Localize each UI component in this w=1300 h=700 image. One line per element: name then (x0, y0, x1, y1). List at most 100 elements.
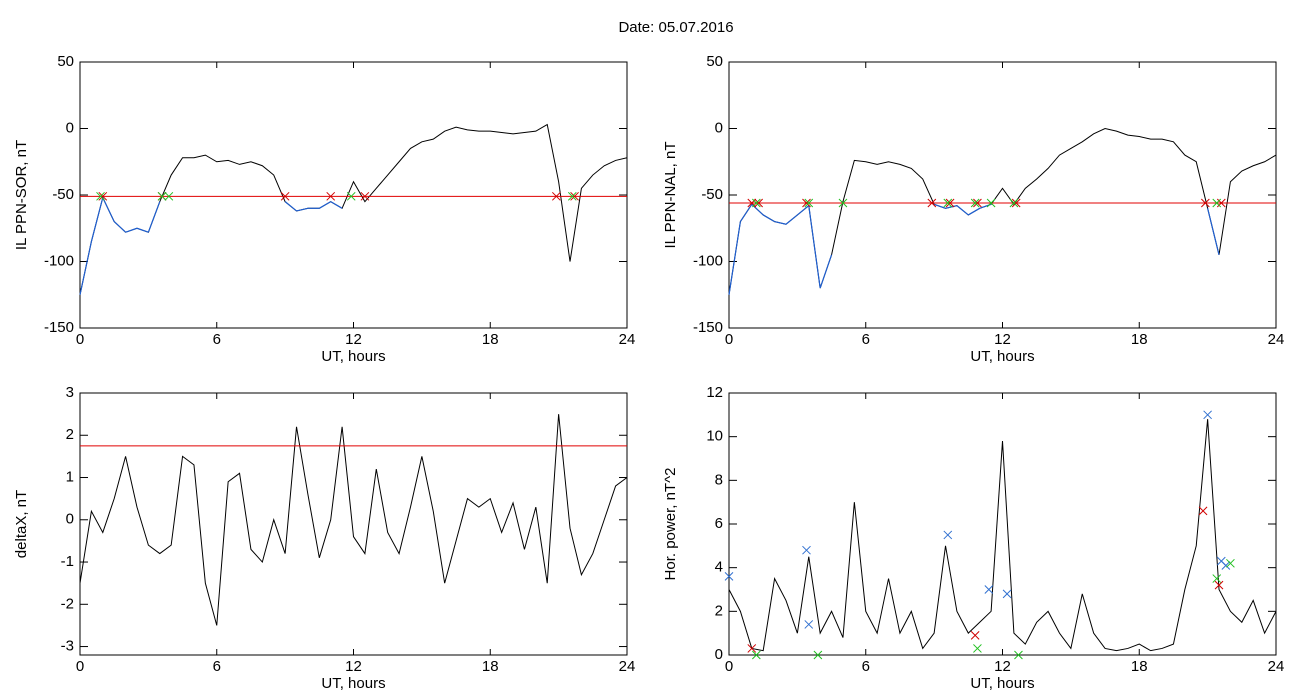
marker-cross (838, 198, 848, 208)
y-tick-label: 8 (715, 471, 723, 488)
below-threshold-segment (1207, 208, 1220, 255)
marker-cross (970, 630, 980, 640)
marker-cross (813, 650, 823, 660)
x-tick-label: 12 (994, 331, 1011, 348)
marker-cross (1226, 558, 1235, 568)
x-tick-label: 6 (862, 331, 870, 348)
below-threshold-segment (808, 205, 821, 289)
marker-cross (1212, 574, 1222, 583)
below-threshold-segment (319, 201, 332, 209)
x-tick-label: 18 (1131, 658, 1148, 675)
x-axis-label: UT, hours (970, 675, 1034, 692)
y-tick-label: -150 (44, 319, 74, 336)
marker-cross (1216, 198, 1226, 208)
y-tick-label: -50 (52, 186, 74, 203)
marker-cross (1212, 198, 1222, 208)
y-tick-label: 4 (715, 559, 723, 576)
marker-cross (157, 191, 167, 201)
x-tick-label: 12 (345, 331, 362, 348)
y-tick-label: 0 (66, 511, 74, 528)
x-tick-label: 24 (1268, 658, 1285, 675)
below-threshold-segment (774, 221, 787, 225)
marker-cross (724, 572, 734, 581)
marker-cross (945, 198, 955, 208)
marker-cross (280, 191, 290, 201)
y-tick-label: 0 (715, 119, 723, 136)
marker-cross (1009, 198, 1019, 208)
marker-cross (802, 198, 811, 208)
below-threshold-segment (739, 203, 753, 222)
x-tick-label: 24 (619, 331, 636, 348)
y-tick-label: 50 (57, 53, 74, 70)
below-threshold-segment (933, 203, 946, 209)
plot-frame (728, 392, 1277, 656)
below-threshold-segment (113, 221, 126, 233)
marker-cross (1011, 198, 1021, 208)
y-tick-label: 2 (715, 602, 723, 619)
y-tick-label: 3 (66, 384, 74, 401)
figure-title: Date: 05.07.2016 (618, 19, 733, 36)
marker-cross (96, 191, 105, 201)
marker-cross (754, 198, 763, 208)
marker-cross (973, 644, 982, 653)
marker-cross (1214, 580, 1224, 590)
plot-frame (728, 61, 1277, 329)
x-tick-label: 24 (619, 658, 636, 675)
data-line (79, 123, 628, 295)
below-threshold-segment (147, 201, 161, 233)
below-threshold-segment (296, 207, 309, 212)
below-threshold-segment (796, 205, 810, 216)
panel: 0 6 12 18 24 -150 -100 -50 0 50 UT, hours IL PPN-SO… (13, 53, 635, 365)
marker-cross (804, 620, 814, 629)
marker-cross (986, 198, 996, 208)
x-tick-label: 6 (862, 658, 870, 675)
x-tick-label: 6 (213, 331, 221, 348)
marker-cross (1198, 506, 1208, 516)
y-tick-label: -1 (61, 553, 74, 570)
below-threshold-segment (90, 197, 104, 242)
marker-cross (802, 545, 811, 555)
plot-frame (79, 61, 628, 329)
y-axis-label: deltaX, nT (13, 490, 30, 558)
marker-cross (1002, 589, 1012, 599)
below-threshold-segment (330, 201, 343, 209)
y-axis-label: IL PPN-NAL, nT (662, 142, 679, 249)
x-tick-label: 18 (482, 658, 499, 675)
x-tick-label: 0 (725, 331, 733, 348)
below-threshold-segment (125, 227, 138, 233)
x-axis-label: UT, hours (321, 348, 385, 365)
marker-cross (973, 198, 982, 208)
marker-cross (570, 191, 579, 201)
marker-cross (164, 191, 174, 201)
y-tick-label: 2 (66, 426, 74, 443)
y-tick-label: -50 (701, 186, 723, 203)
y-tick-label: 0 (66, 119, 74, 136)
below-threshold-segment (819, 254, 833, 289)
marker-cross (1221, 561, 1231, 570)
data-line (79, 414, 628, 626)
x-tick-label: 6 (213, 658, 221, 675)
x-axis-label: UT, hours (321, 675, 385, 692)
marker-cross (360, 191, 370, 201)
marker-cross (747, 198, 757, 208)
x-tick-label: 0 (76, 658, 84, 675)
y-tick-label: -100 (693, 252, 723, 269)
y-tick-label: -2 (61, 595, 74, 612)
marker-cross (984, 585, 994, 594)
y-axis-label: IL PPN-SOR, nT (13, 140, 30, 250)
marker-cross (751, 198, 761, 208)
panel: 0 6 12 18 24 -150 -100 -50 0 50 UT, hours IL PPN-NA… (662, 53, 1284, 365)
below-threshold-segment (968, 207, 981, 216)
below-threshold-segment (956, 205, 969, 216)
marker-cross (551, 191, 561, 201)
marker-cross (1014, 650, 1023, 660)
y-tick-label: -100 (44, 252, 74, 269)
y-tick-label: 50 (706, 53, 723, 70)
x-tick-label: 18 (482, 331, 499, 348)
below-threshold-segment (762, 214, 775, 223)
y-tick-label: 0 (715, 646, 723, 663)
marker-cross (567, 191, 577, 201)
below-threshold-segment (785, 214, 798, 225)
